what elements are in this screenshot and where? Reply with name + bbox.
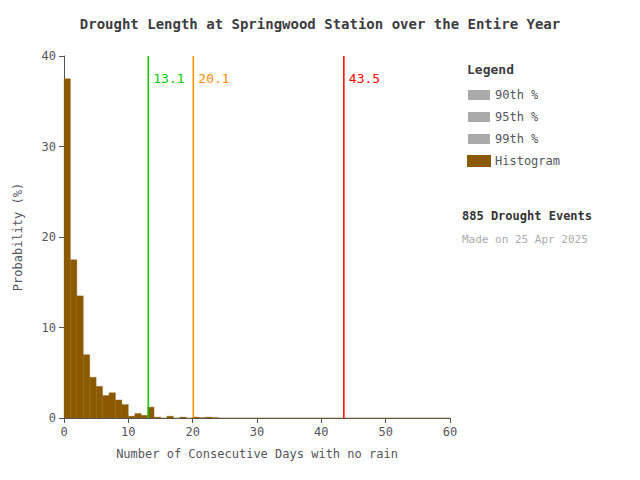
svg-text:0: 0 <box>60 425 67 439</box>
svg-text:Probability (%): Probability (%) <box>11 183 25 291</box>
svg-text:43.5: 43.5 <box>349 71 380 86</box>
svg-text:20.1: 20.1 <box>198 71 229 86</box>
svg-text:Histogram: Histogram <box>495 154 560 168</box>
svg-text:40: 40 <box>42 49 56 63</box>
svg-text:30: 30 <box>250 425 264 439</box>
svg-text:30: 30 <box>42 140 56 154</box>
svg-text:50: 50 <box>378 425 392 439</box>
svg-text:Number of Consecutive Days wit: Number of Consecutive Days with no rain <box>116 447 398 461</box>
svg-text:885 Drought Events: 885 Drought Events <box>462 209 592 223</box>
svg-text:Legend: Legend <box>467 62 514 77</box>
svg-text:60: 60 <box>443 425 457 439</box>
svg-text:40: 40 <box>314 425 328 439</box>
svg-text:10: 10 <box>42 321 56 335</box>
svg-text:Made on 25 Apr 2025: Made on 25 Apr 2025 <box>462 233 588 246</box>
svg-text:0: 0 <box>49 411 56 425</box>
svg-text:10: 10 <box>121 425 135 439</box>
svg-text:90th %: 90th % <box>495 88 539 102</box>
svg-text:20: 20 <box>42 230 56 244</box>
svg-text:20: 20 <box>185 425 199 439</box>
svg-text:95th %: 95th % <box>495 110 539 124</box>
svg-text:Drought Length at Springwood S: Drought Length at Springwood Station ove… <box>80 16 560 32</box>
svg-text:99th %: 99th % <box>495 132 539 146</box>
svg-text:13.1: 13.1 <box>153 71 184 86</box>
